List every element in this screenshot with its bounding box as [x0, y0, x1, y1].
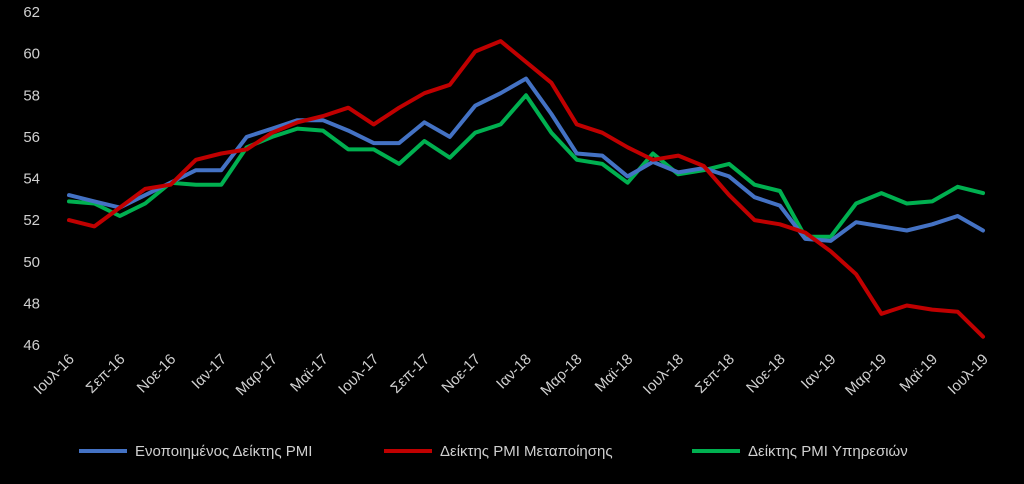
y-tick-label: 52 — [23, 212, 40, 229]
legend-item-composite: Ενοποιημένος Δείκτης PMI — [79, 443, 312, 460]
y-tick-label: 50 — [23, 254, 40, 271]
y-tick-label: 54 — [23, 171, 40, 188]
series-line-services — [67, 93, 985, 239]
legend-label-manufacturing: Δείκτης PMI Μεταποίησης — [440, 443, 613, 460]
legend-item-manufacturing: Δείκτης PMI Μεταποίησης — [384, 443, 613, 460]
legend-label-services: Δείκτης PMI Υπηρεσιών — [748, 443, 908, 460]
legend-item-services: Δείκτης PMI Υπηρεσιών — [692, 443, 908, 460]
y-tick-label: 62 — [23, 4, 40, 21]
series-line-composite — [67, 76, 985, 243]
y-tick-label: 60 — [23, 46, 40, 63]
y-axis-ticks: 46 48 50 52 54 56 58 60 62 — [23, 4, 40, 354]
legend-label-composite: Ενοποιημένος Δείκτης PMI — [135, 443, 312, 460]
series-lines — [67, 39, 985, 339]
series-line-manufacturing — [67, 39, 985, 339]
y-tick-label: 48 — [23, 295, 40, 312]
y-tick-label: 58 — [23, 87, 40, 104]
y-tick-label: 46 — [23, 337, 40, 354]
legend: Ενοποιημένος Δείκτης PMI Δείκτης PMI Μετ… — [79, 443, 908, 460]
y-tick-label: 56 — [23, 129, 40, 146]
